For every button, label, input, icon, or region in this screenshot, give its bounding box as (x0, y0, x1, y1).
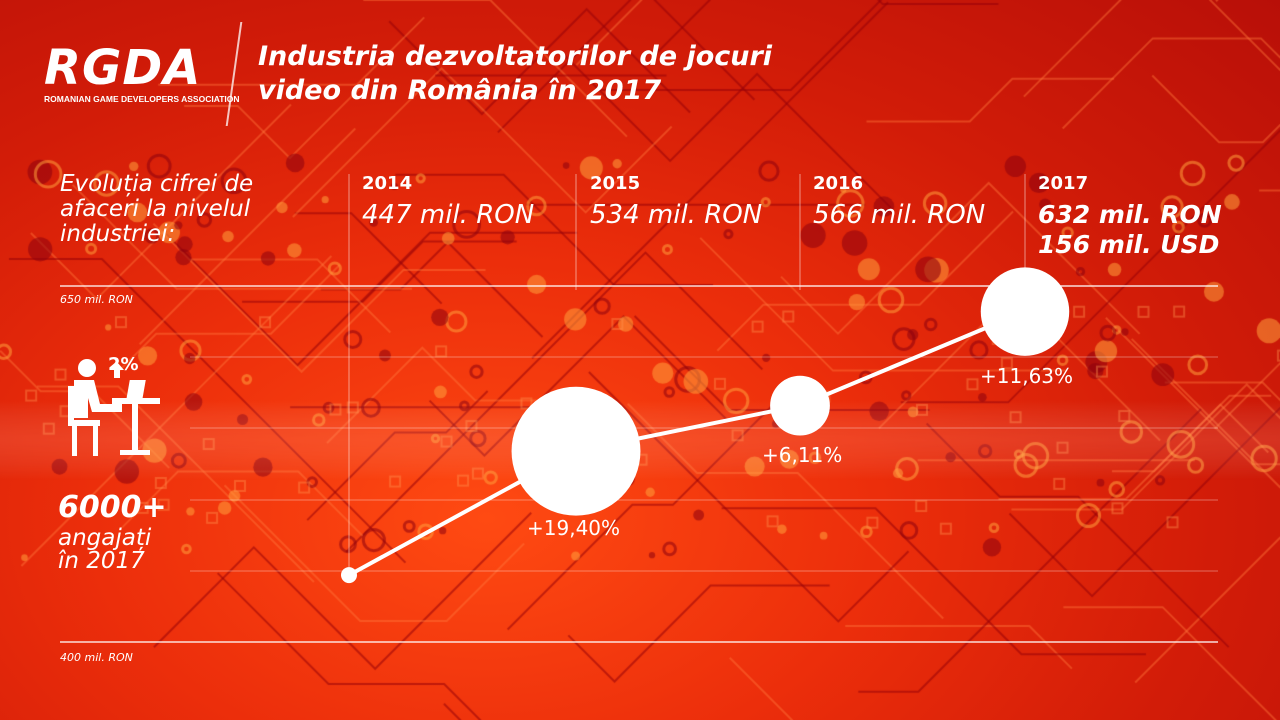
growth-label-2017: +11,63% (980, 364, 1074, 388)
value-label: 566 mil. RON (813, 200, 986, 230)
ylim-max-label: 650 mil. RON (60, 293, 133, 306)
growth-label-2015: +19,40% (527, 516, 621, 540)
year-block-2016: 2016 566 mil. RON (813, 172, 985, 230)
ylim-min-label: 400 mil. RON (60, 651, 133, 664)
employees-growth: 2% (108, 354, 139, 375)
value-label: 447 mil. RON (362, 200, 535, 230)
chart-label: Evoluția cifrei de afaceri la nivelul in… (60, 171, 254, 247)
data-point-2017 (980, 267, 1070, 356)
year-label: 2016 (813, 173, 864, 194)
data-point-2015 (511, 386, 641, 516)
value-label: 534 mil. RON (590, 200, 763, 230)
employees-count: 6000+ (58, 490, 167, 525)
rgda-logo: RGDA ROMANIAN GAME DEVELOPERS ASSOCIATIO… (44, 40, 240, 104)
page-title: Industria dezvoltatorilor de jocuri vide… (258, 41, 773, 106)
logo-subtitle: ROMANIAN GAME DEVELOPERS ASSOCIATION (44, 94, 240, 104)
year-block-2017: 2017 632 mil. RON 156 mil. USD (1038, 172, 1222, 260)
value-label: 632 mil. RON (1038, 200, 1222, 229)
employee-at-desk-icon (68, 359, 160, 456)
arrow-up-icon (110, 362, 124, 378)
employees-label: angajați în 2017 (58, 525, 152, 574)
series-line (348, 309, 1026, 577)
data-point-2014 (341, 567, 357, 584)
year-block-2015: 2015 534 mil. RON (590, 172, 762, 230)
value-label-usd: 156 mil. USD (1038, 230, 1220, 259)
year-block-2014: 2014 447 mil. RON (362, 172, 534, 230)
growth-label-2016: +6,11% (762, 443, 843, 467)
data-point-2016 (770, 375, 830, 436)
year-label: 2015 (590, 173, 641, 194)
logo-text: RGDA (44, 40, 202, 96)
year-label: 2017 (1038, 173, 1089, 194)
year-label: 2014 (362, 173, 413, 194)
